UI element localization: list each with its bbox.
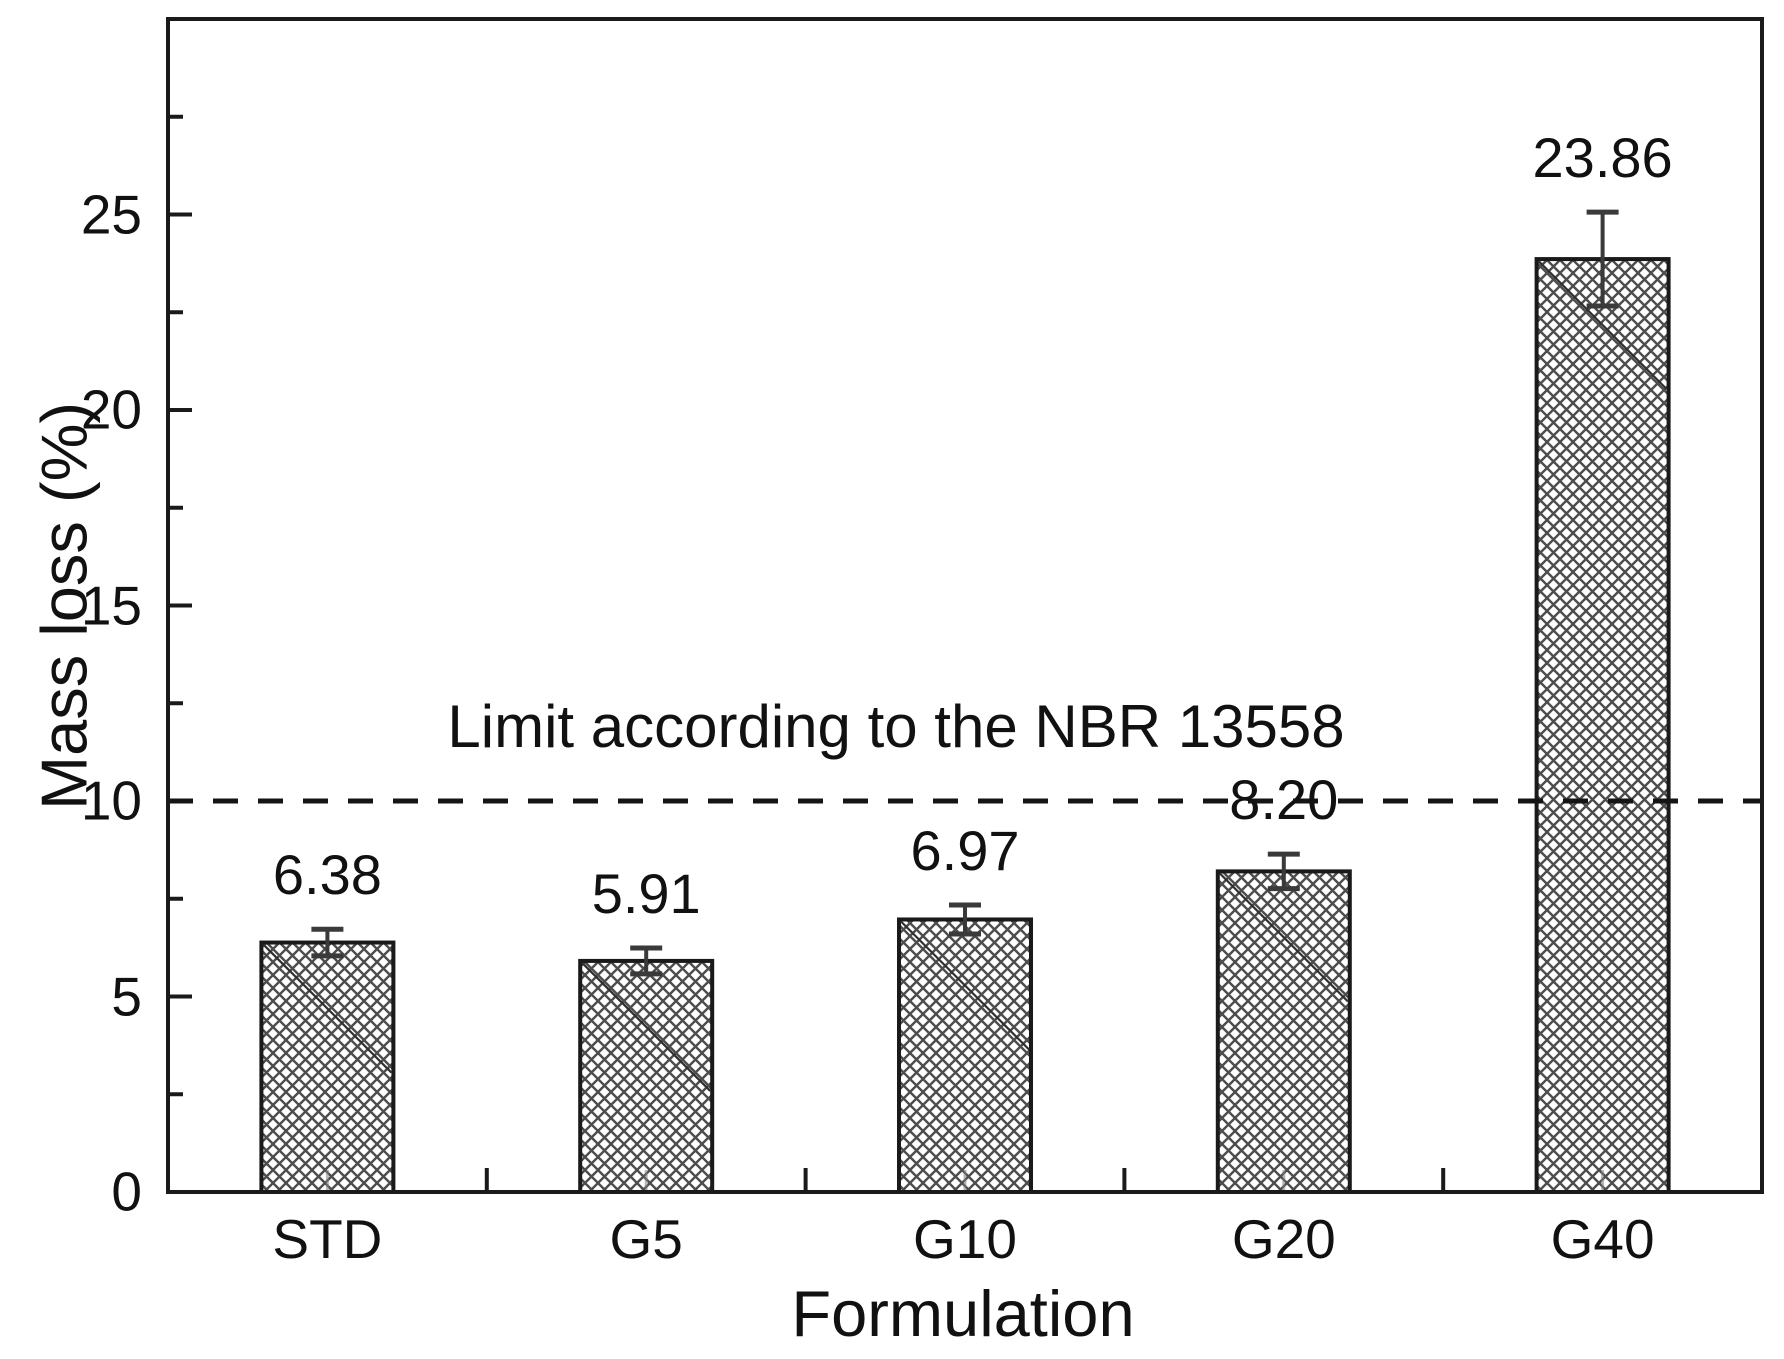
y-tick-label-5: 5 <box>111 965 142 1027</box>
bar-STD <box>259 940 396 1194</box>
bar-hatch-diagonal <box>900 920 1030 1051</box>
plot-frame <box>166 17 1764 1194</box>
bar-G5 <box>578 958 715 1194</box>
x-tick-label-G40: G40 <box>1550 1208 1655 1270</box>
bar-G10 <box>897 917 1033 1195</box>
bar-hatch-diagonal <box>262 943 393 1074</box>
bar-hatch-diagonal <box>581 962 711 1092</box>
y-tick-label-15: 15 <box>80 574 142 636</box>
y-tick-label-20: 20 <box>80 378 142 441</box>
value-label-STD: 6.38 <box>272 843 382 907</box>
x-axis-title: Formulation <box>791 1277 1135 1350</box>
y-tick-label-10: 10 <box>80 769 142 832</box>
y-tick-label-0: 0 <box>111 1160 142 1223</box>
value-label-G10: 6.97 <box>910 819 1020 882</box>
value-label-G20: 8.20 <box>1229 768 1339 832</box>
x-tick-label-G20: G20 <box>1231 1208 1336 1270</box>
bar-hatch-diagonal <box>1537 260 1668 390</box>
value-label-G40: 23.86 <box>1532 126 1673 190</box>
bar-G40 <box>1534 257 1671 1195</box>
y-tick-label-25: 25 <box>80 183 142 245</box>
x-tick-label-G10: G10 <box>913 1208 1017 1270</box>
bar-hatch-diagonal <box>1219 872 1349 1003</box>
x-tick-label-STD: STD <box>272 1208 383 1270</box>
bar-G20 <box>1215 869 1352 1194</box>
limit-annotation: Limit according to the NBR 13558 <box>447 693 1345 760</box>
x-tick-label-G5: G5 <box>609 1208 683 1270</box>
value-label-G5: 5.91 <box>591 862 701 926</box>
